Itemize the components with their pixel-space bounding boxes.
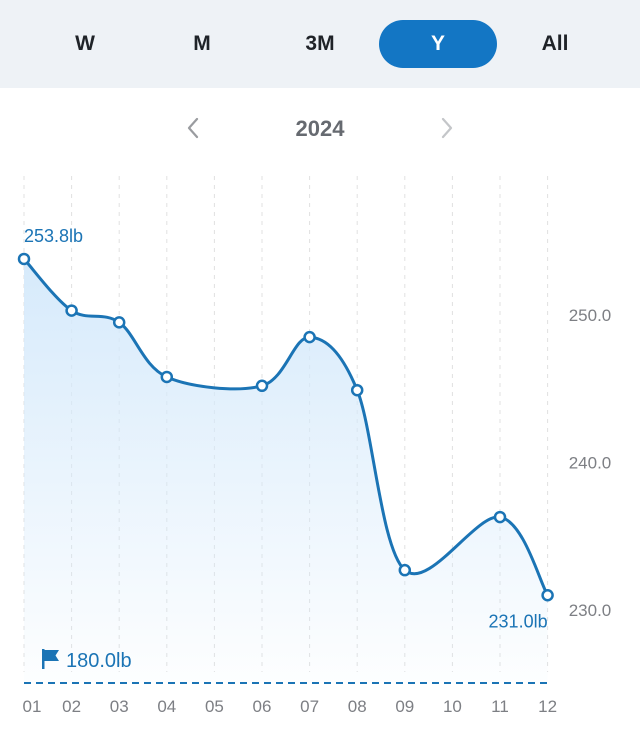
y-tick-label: 240.0 [569,454,612,473]
x-tick-label: 07 [300,697,319,716]
x-tick-label: 11 [491,697,509,716]
period-tab-year[interactable]: Y [379,20,497,68]
chevron-right-icon [441,117,453,139]
data-point-08 [350,383,364,397]
period-tab-all[interactable]: All [496,20,614,68]
flag-banner [44,650,59,661]
goal-label: 180.0lb [66,650,132,672]
data-point-01 [17,252,31,266]
data-point-07 [303,330,316,344]
data-point-11 [493,510,507,524]
period-selector: W M 3M Y All [0,0,640,88]
period-tab-month[interactable]: M [143,20,261,68]
x-tick-label: 08 [348,697,367,716]
period-tab-week[interactable]: W [26,20,144,68]
next-year-button[interactable] [427,108,467,148]
series-area [24,258,548,683]
flag-pole [42,649,45,669]
data-point-09 [398,563,412,577]
y-tick-label: 230.0 [569,601,612,620]
y-tick-label: 250.0 [569,306,612,325]
x-tick-label: 02 [62,697,81,716]
period-tab-3-months[interactable]: 3M [261,20,379,68]
x-tick-label: 09 [395,697,414,716]
flag-icon [42,649,59,669]
year-label: 2024 [295,116,345,141]
data-point-04 [160,370,174,384]
data-point-12 [541,589,554,602]
end-value-label: 231.0lb [489,611,548,631]
x-tick-label: 03 [110,697,129,716]
previous-year-button[interactable] [173,108,213,148]
data-point-02 [65,304,78,317]
x-tick-label: 12 [538,697,557,716]
x-tick-label: 01 [23,697,42,716]
data-point-06 [255,379,269,393]
x-tick-label: 04 [157,697,176,716]
year-navigation: 2024 [0,108,640,148]
start-value-label: 253.8lb [24,226,83,246]
data-point-03 [112,316,126,329]
x-tick-label: 06 [253,697,272,716]
x-tick-label: 10 [443,697,462,716]
x-tick-label: 05 [205,697,224,716]
chevron-left-icon [187,117,199,139]
